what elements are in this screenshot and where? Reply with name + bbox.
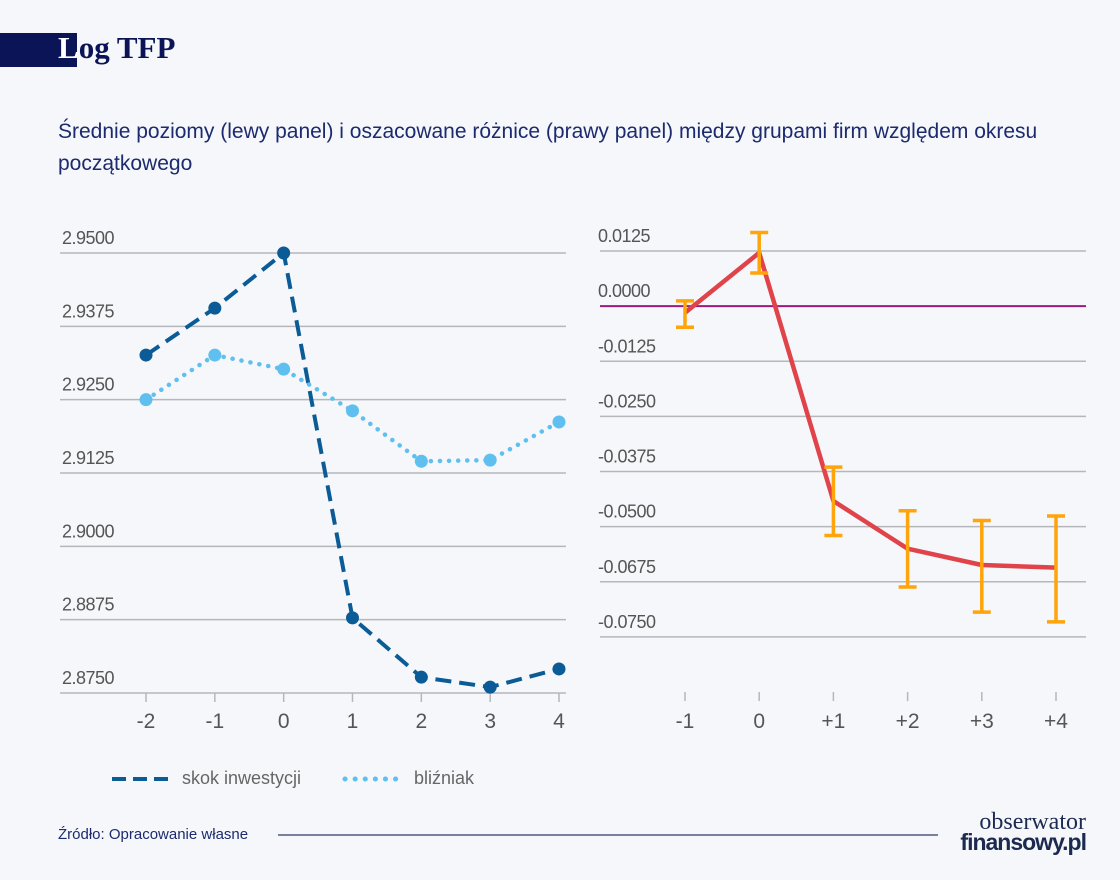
data-point <box>277 246 291 260</box>
error-bar <box>676 299 694 330</box>
title-bar-decoration <box>0 33 77 67</box>
legend-item-skok-inwestycji: skok inwestycji <box>112 768 301 789</box>
data-point <box>346 404 359 418</box>
y-tick-label: -0.0250 <box>598 391 656 411</box>
error-bar <box>824 465 843 538</box>
y-tick-label: 2.9375 <box>62 301 115 321</box>
x-tick-label: +3 <box>970 710 994 733</box>
y-tick-label: -0.0750 <box>598 612 656 632</box>
legend-label: skok inwestycji <box>182 768 302 788</box>
dashed-line-swatch <box>112 776 174 781</box>
y-tick-label: -0.0375 <box>598 447 656 467</box>
x-tick-label: -2 <box>137 710 156 733</box>
y-tick-label: -0.0125 <box>598 336 656 356</box>
data-point <box>208 348 222 362</box>
y-tick-label: -0.0675 <box>598 557 656 577</box>
y-tick-label: 2.9000 <box>62 521 115 541</box>
x-tick-label: -1 <box>205 710 224 733</box>
logo-line1: obserwator <box>979 809 1086 835</box>
x-tick-label: 1 <box>347 710 359 733</box>
x-tick-label: -1 <box>676 710 695 733</box>
legend-item-blizniak: bliźniak <box>342 768 474 789</box>
data-point <box>552 662 566 676</box>
x-tick-label: 0 <box>278 710 290 733</box>
y-tick-label: 2.9125 <box>62 448 115 468</box>
y-tick-label: 2.8750 <box>62 668 115 688</box>
y-tick-label: 0.0000 <box>598 281 651 301</box>
data-point <box>414 454 428 468</box>
y-tick-label: 0.0125 <box>598 226 651 246</box>
error-bar <box>972 518 991 614</box>
data-point <box>483 453 497 467</box>
title-first-letter: L <box>58 30 79 65</box>
x-tick-label: 2 <box>415 710 427 733</box>
chart-title: Log TFP <box>58 30 175 66</box>
panel-left: 2.9500 2.9375 2.9250 2.9125 2.9000 2.8875 2.87… <box>60 228 566 733</box>
data-point <box>139 393 153 407</box>
data-point <box>552 415 566 429</box>
x-tick-label: +1 <box>821 710 845 733</box>
series-line-difference <box>683 250 1057 570</box>
data-point <box>414 670 428 684</box>
data-point <box>208 301 222 315</box>
x-tick-label: +4 <box>1044 710 1068 733</box>
data-point <box>277 362 291 376</box>
data-point <box>346 611 359 625</box>
y-tick-label: 2.8875 <box>62 595 115 615</box>
logo-line2: finansowy.pl <box>960 829 1087 855</box>
title-rest: og TFP <box>78 30 176 65</box>
legend-label: bliźniak <box>414 768 475 788</box>
footer-divider <box>278 834 938 836</box>
data-point <box>139 348 153 362</box>
x-tick-label: 3 <box>484 710 496 733</box>
panel-right: 0.0125 0.0000 -0.0125 -0.0250 -0.0375 -0.0500… <box>598 226 1086 733</box>
error-bar <box>1047 514 1065 624</box>
y-tick-label: -0.0500 <box>598 502 656 522</box>
y-tick-label: 2.9500 <box>62 228 115 248</box>
x-tick-label: 0 <box>753 710 765 733</box>
x-tick-label: +2 <box>896 710 920 733</box>
x-tick-label: 4 <box>553 710 565 733</box>
publisher-logo: obserwator finansowy.pl <box>950 809 1087 855</box>
chart-subtitle: Średnie poziomy (lewy panel) i oszacowan… <box>58 120 1038 175</box>
y-tick-label: 2.9250 <box>62 375 115 395</box>
error-bar <box>750 230 769 275</box>
error-bar <box>898 508 917 589</box>
source-note: Źródło: Opracowanie własne <box>58 826 249 843</box>
data-point <box>483 680 497 694</box>
dotted-line-swatch <box>342 776 404 781</box>
